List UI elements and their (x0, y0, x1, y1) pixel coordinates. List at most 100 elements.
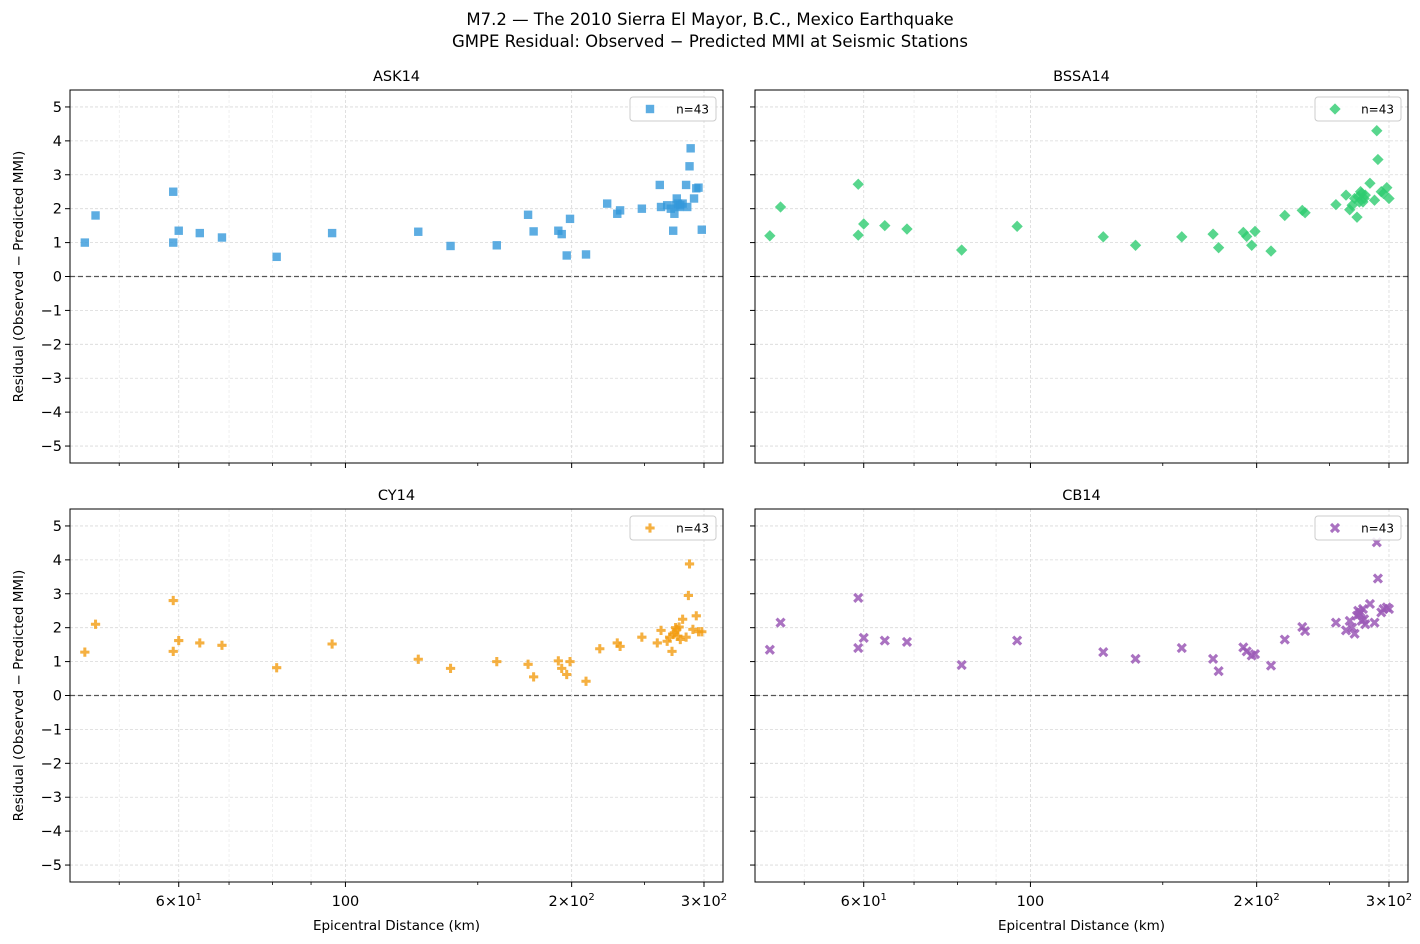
legend-marker (1329, 103, 1341, 115)
data-point (858, 218, 870, 230)
subplot-ask14: −5 −4 −3 −2 −1 0 1 2 3 4 5 ASK14 Residual (Observed … (11, 69, 724, 468)
data-point (656, 625, 666, 636)
data-point (557, 229, 566, 239)
x-tick-label: 100 (1017, 894, 1045, 910)
data-point (879, 635, 890, 646)
legend-box (1314, 96, 1402, 122)
data-point (691, 611, 701, 621)
data-point (1265, 245, 1277, 257)
data-point (1360, 619, 1371, 630)
y-tick-label: 2 (53, 621, 62, 637)
x-tick-label: 2×102 (1234, 892, 1280, 910)
data-point (327, 228, 337, 238)
data-point (169, 187, 178, 196)
data-point (1369, 617, 1380, 628)
data-point (413, 654, 423, 664)
data-point (1237, 226, 1250, 239)
data-point (681, 180, 691, 190)
data-point (169, 238, 178, 247)
data-point (688, 624, 698, 634)
data-point (272, 663, 282, 673)
data-point (664, 632, 675, 642)
data-point (80, 238, 90, 247)
x-axis-label: Epicentral Distance (km) (998, 918, 1165, 934)
data-point (1213, 665, 1224, 677)
data-point (652, 638, 662, 648)
data-point (667, 646, 677, 657)
data-point (581, 676, 591, 686)
data-point (174, 635, 184, 646)
data-point (1176, 231, 1188, 243)
data-point (1330, 198, 1342, 211)
data-point (662, 636, 672, 646)
legend-marker (645, 104, 655, 114)
y-axis-label: Residual (Observed − Predicted MMI) (11, 151, 27, 403)
data-point (1381, 181, 1393, 194)
data-point (602, 199, 612, 208)
y-tick-label: −4 (41, 405, 62, 421)
legend-box (629, 515, 717, 541)
data-point (1377, 187, 1390, 200)
subplot-bssa14: BSSA14 n=43 (750, 69, 1409, 468)
data-point (492, 656, 502, 667)
data-point (523, 210, 533, 219)
data-point (879, 219, 891, 232)
data-point (492, 241, 501, 250)
data-point (1212, 242, 1225, 254)
y-tick-label: 3 (53, 168, 62, 184)
x-tick-label: 2×102 (549, 892, 595, 910)
data-point (1011, 220, 1023, 232)
data-point (1299, 207, 1311, 219)
data-point (562, 669, 572, 680)
data-point (1241, 230, 1253, 243)
data-point (529, 227, 538, 236)
data-point (1130, 653, 1141, 664)
y-axis-label: Residual (Observed − Predicted MMI) (11, 570, 27, 822)
subplot-title: CY14 (378, 488, 415, 504)
y-tick-label: −3 (41, 790, 62, 806)
data-point (1346, 199, 1358, 211)
x-tick-label: 100 (332, 894, 360, 910)
data-point (673, 631, 683, 641)
data-point (901, 223, 913, 235)
data-point (615, 641, 625, 651)
data-point (195, 228, 204, 238)
data-point (1265, 660, 1277, 671)
data-point (637, 632, 647, 642)
data-point (1349, 628, 1360, 639)
data-point (1207, 228, 1219, 240)
data-point (685, 162, 694, 171)
x-tick-label: 3×102 (1366, 892, 1412, 910)
data-point (655, 180, 664, 190)
data-point (656, 202, 666, 212)
data-point (764, 644, 775, 655)
data-point (670, 209, 679, 218)
data-point (1249, 649, 1261, 660)
y-tick-label: 1 (53, 655, 62, 671)
data-point (853, 642, 864, 654)
data-point (217, 233, 227, 242)
y-tick-label: 0 (53, 689, 62, 705)
data-point (774, 201, 787, 213)
y-tick-label: −2 (41, 756, 62, 772)
data-point (955, 244, 968, 256)
data-point (1330, 617, 1342, 628)
data-point (686, 144, 695, 153)
data-point (674, 622, 684, 632)
data-point (1098, 646, 1109, 658)
y-tick-label: 4 (53, 553, 62, 569)
data-point (1359, 189, 1371, 201)
data-point (80, 647, 90, 657)
data-point (1368, 194, 1381, 206)
y-tick-label: −4 (41, 824, 62, 840)
y-tick-label: −1 (41, 303, 62, 319)
data-point (1351, 211, 1363, 223)
data-point (1279, 209, 1291, 222)
data-point (697, 225, 707, 234)
data-point (529, 672, 539, 682)
y-tick-label: −2 (41, 337, 62, 353)
data-point (764, 230, 776, 242)
subplot-title: BSSA14 (1053, 69, 1110, 85)
data-point (1364, 598, 1376, 610)
